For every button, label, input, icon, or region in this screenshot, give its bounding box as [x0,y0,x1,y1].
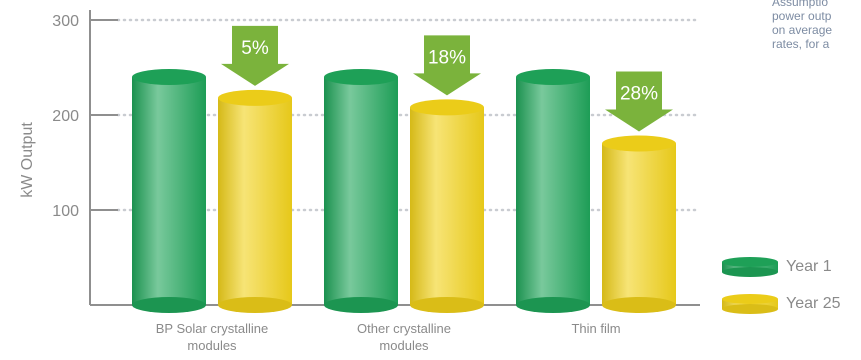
note-line: power outp [772,9,832,23]
note-line: Assumptio [772,0,829,9]
legend-swatch-base [722,267,778,277]
bar-base [218,297,292,313]
legend-swatch-top [722,257,778,267]
drop-arrow [413,35,481,96]
bar-base [410,297,484,313]
bar [602,143,676,305]
legend-swatch-base [722,304,778,314]
x-tick-label: Thin film [571,321,620,336]
drop-arrow [221,25,289,86]
legend-swatch-top [722,294,778,304]
note-line: rates, for a [772,37,830,51]
bar-top [218,89,292,106]
bar-top [602,135,676,152]
y-tick-label: 200 [52,108,79,125]
x-tick-label: Other crystalline [357,321,451,336]
note-line: on average [772,23,833,37]
legend-label-year-25: Year 25 [786,295,841,312]
bar [516,77,590,305]
drop-percentage-label: 18% [428,47,466,68]
drop-percentage-label: 5% [241,38,269,59]
drop-arrow [605,71,673,132]
bar-base [516,297,590,313]
x-tick-label: modules [187,338,237,353]
bar-base [132,297,206,313]
x-tick-label: modules [379,338,429,353]
bar-top [516,69,590,85]
y-tick-label: 300 [52,13,79,30]
y-axis-title: kW Output [19,122,36,198]
bar [410,107,484,306]
x-tick-label: BP Solar crystalline [156,321,268,336]
bar-top [132,69,206,85]
bar-base [602,297,676,313]
bar [324,77,398,305]
drop-percentage-label: 28% [620,84,658,105]
bar-base [324,297,398,313]
bar-top [410,99,484,116]
bar [218,97,292,306]
y-tick-label: 100 [52,203,79,220]
bar [132,77,206,305]
bar-top [324,69,398,85]
legend-label-year-1: Year 1 [786,258,832,275]
